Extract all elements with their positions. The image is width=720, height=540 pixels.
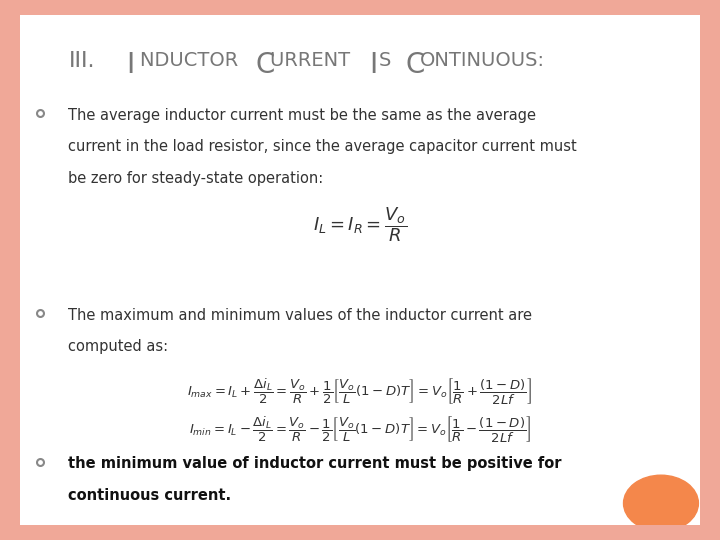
Text: computed as:: computed as: [68,339,168,354]
Text: the minimum value of inductor current must be positive for: the minimum value of inductor current mu… [68,456,562,471]
Text: $I_{max} = I_L + \dfrac{\Delta i_L}{2} = \dfrac{V_o}{R} + \dfrac{1}{2}\left[\dfr: $I_{max} = I_L + \dfrac{\Delta i_L}{2} =… [187,377,533,407]
Text: URRENT: URRENT [270,51,356,70]
Text: The average inductor current must be the same as the average: The average inductor current must be the… [68,108,536,123]
Bar [0,0,720,15]
Text: current in the load resistor, since the average capacitor current must: current in the load resistor, since the … [68,139,577,154]
Text: C: C [256,51,275,79]
Text: continuous current.: continuous current. [68,488,232,503]
Text: The maximum and minimum values of the inductor current are: The maximum and minimum values of the in… [68,308,532,323]
Bar [0,0,20,540]
Text: III.: III. [68,51,95,71]
Text: ONTINUOUS:: ONTINUOUS: [420,51,545,70]
Text: NDUCTOR: NDUCTOR [140,51,245,70]
Text: C: C [405,51,425,79]
Text: be zero for steady-state operation:: be zero for steady-state operation: [68,171,324,186]
Text: $I_{min} = I_L - \dfrac{\Delta i_L}{2} = \dfrac{V_o}{R} - \dfrac{1}{2}\left[\dfr: $I_{min} = I_L - \dfrac{\Delta i_L}{2} =… [189,414,531,444]
Bar [700,0,720,540]
Text: I: I [126,51,134,79]
Text: S: S [379,51,398,70]
Bar [0,525,720,540]
Text: $I_L = I_R = \dfrac{V_o}{R}$: $I_L = I_R = \dfrac{V_o}{R}$ [313,205,407,244]
Circle shape [624,475,698,531]
Text: I: I [369,51,377,79]
